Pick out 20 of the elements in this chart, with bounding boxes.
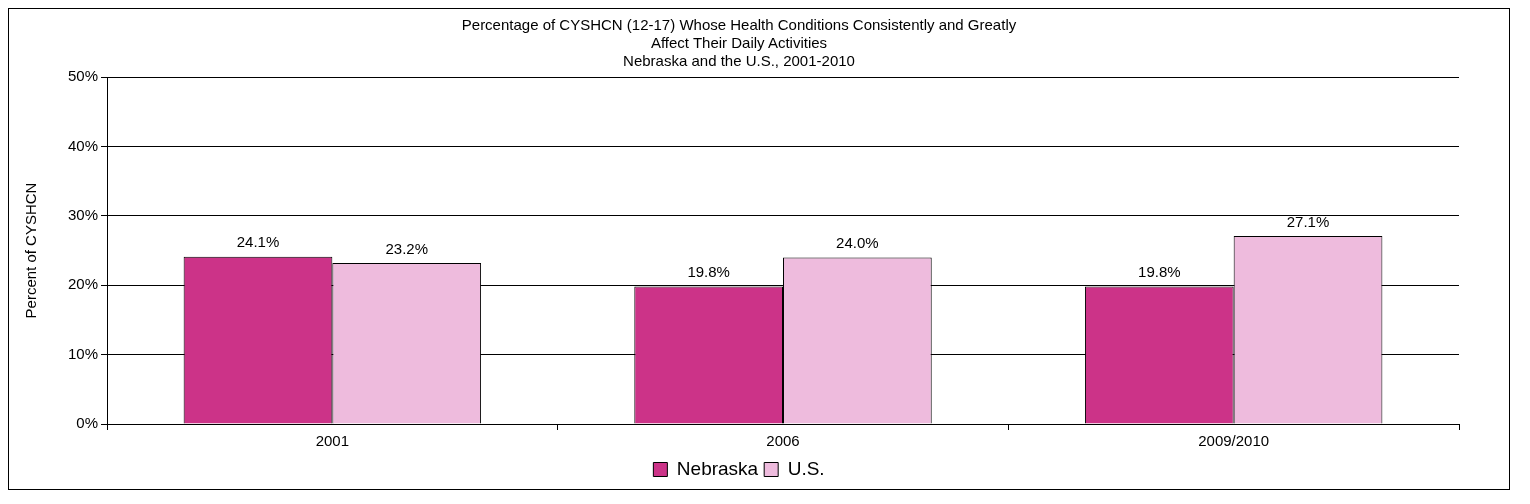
data-label: 19.8% [687, 263, 730, 281]
data-label: 24.1% [236, 233, 280, 251]
y-tick-label: 20% [67, 275, 99, 293]
y-tick-label: 30% [67, 205, 99, 223]
y-tick-label: 40% [67, 136, 99, 154]
data-label: 24.0% [836, 234, 879, 252]
x-tick-label: 2006 [766, 432, 800, 450]
data-label: 23.2% [385, 239, 428, 257]
y-tick-label: 0% [76, 414, 99, 432]
data-label: 19.8% [1138, 263, 1181, 281]
y-tick-label: 10% [67, 344, 99, 362]
y-tick-label: 50% [67, 67, 99, 85]
x-tick-label: 2009/2010 [1198, 432, 1270, 450]
data-label: 27.1% [1286, 212, 1330, 230]
chart-subtitle: Nebraska and the U.S., 2001-2010 [623, 52, 855, 70]
y-axis-title: Percent of CYSHCN [22, 182, 40, 319]
chart-title: Percentage of CYSHCN (12-17) Whose Health Conditions Consistently and Greatly Affect Their Daily Activities [461, 16, 1017, 52]
x-tick-label: 2001 [315, 432, 350, 450]
legend-label: Nebraska [676, 457, 759, 479]
legend-label: U.S. [787, 457, 825, 479]
